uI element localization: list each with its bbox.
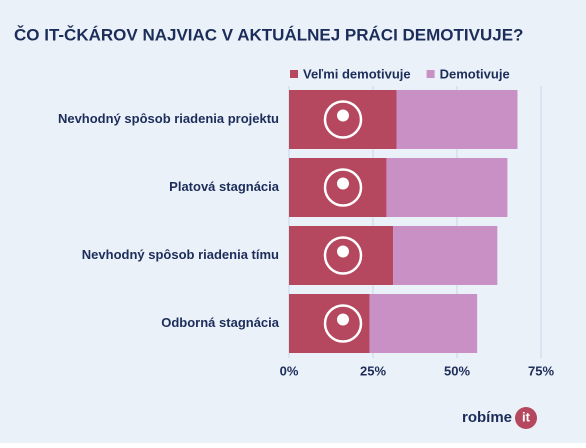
y-tick-label: Nevhodný spôsob riadenia tímu — [82, 247, 279, 262]
x-tick-label: 75% — [528, 363, 554, 378]
icon — [323, 236, 363, 275]
icon — [323, 100, 363, 139]
y-tick-label: Odborná stagnácia — [161, 315, 280, 330]
icon — [337, 109, 349, 122]
y-tick-label: Platová stagnácia — [169, 179, 280, 194]
x-tick-label: 25% — [360, 363, 386, 378]
bar-segment — [289, 158, 387, 217]
brand-badge — [515, 407, 537, 429]
x-tick-label: 0% — [280, 363, 299, 378]
legend-swatch — [426, 70, 435, 78]
icon — [337, 245, 349, 258]
bar-segment — [393, 226, 498, 285]
chart-title: ČO IT-ČKÁROV NAJVIAC V AKTUÁLNEJ PRÁCI D… — [14, 25, 523, 44]
icon — [323, 304, 363, 343]
icon — [337, 313, 349, 326]
legend-label: Demotivuje — [440, 66, 510, 81]
x-tick-label: 50% — [444, 363, 470, 378]
legend-swatch — [290, 70, 298, 78]
y-tick-label: Nevhodný spôsob riadenia projektu — [58, 111, 279, 126]
bar-segment — [289, 294, 370, 353]
bar-segment — [396, 90, 518, 149]
brand-text: robíme — [462, 409, 512, 426]
icon — [337, 177, 349, 190]
brand-badge-text: it — [522, 409, 531, 424]
legend-label: Veľmi demotivuje — [303, 66, 411, 81]
icon — [323, 168, 363, 207]
bar-segment — [386, 158, 508, 217]
bar-segment — [369, 294, 478, 353]
